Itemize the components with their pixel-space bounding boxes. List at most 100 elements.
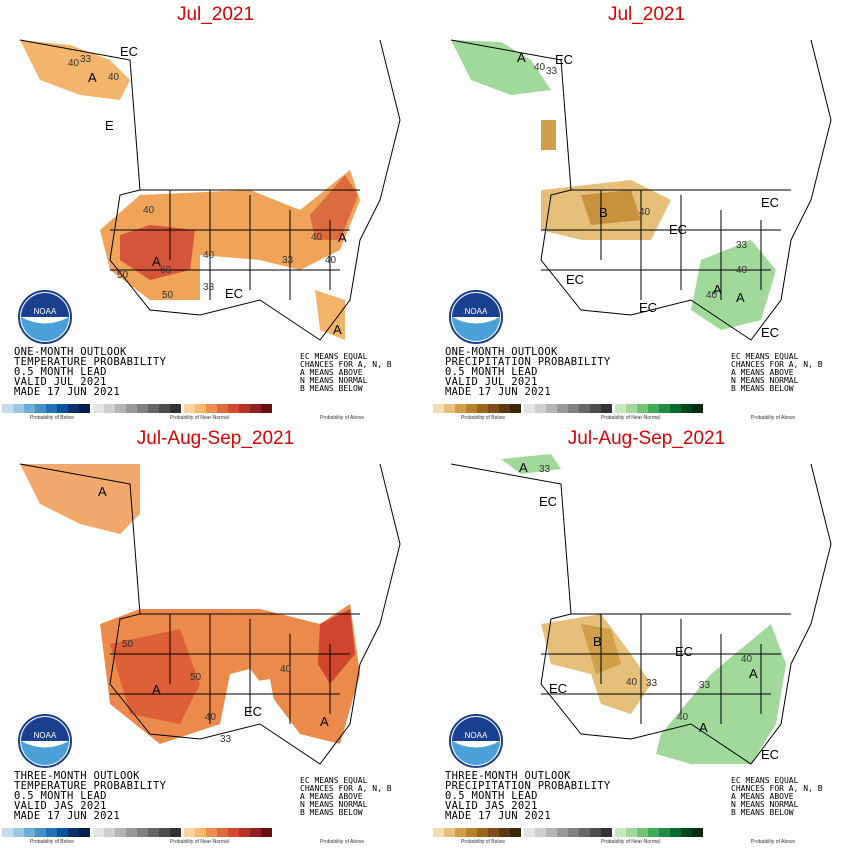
above-label: A <box>713 282 722 297</box>
probability-colorbar <box>433 404 860 413</box>
caption-near: Probability of Near-Normal <box>601 415 660 421</box>
above-label: A <box>333 322 342 337</box>
above-label: A <box>338 230 347 245</box>
northeast-core-area <box>318 609 355 684</box>
colorbar-swatch <box>2 404 13 413</box>
ec-label: EC <box>566 272 585 287</box>
colorbar-swatch <box>239 404 250 413</box>
country-outlines <box>450 463 832 765</box>
colorbar-swatch <box>195 828 206 837</box>
colorbar-swatch <box>681 828 692 837</box>
north-america-map <box>19 39 401 341</box>
colorbar-swatch <box>228 404 239 413</box>
colorbar-swatch <box>433 828 444 837</box>
colorbar-swatch <box>648 404 659 413</box>
colorbar-swatch <box>637 828 648 837</box>
colorbar-swatch <box>159 828 170 837</box>
caption-near: Probability of Near-Normal <box>170 415 229 421</box>
colorbar-swatch <box>626 828 637 837</box>
contour-label: 33 <box>546 66 558 77</box>
alaska-above-area <box>501 454 561 474</box>
contour-label: 33 <box>646 678 658 689</box>
outlook-description: THREE-MONTH OUTLOOK TEMPERATURE PROBABIL… <box>14 770 167 822</box>
colorbar-swatch <box>579 828 590 837</box>
panel-jul-precipitation: Jul_2021 A 40 33 EC B 40 EC EC EC EC 33 … <box>431 0 862 424</box>
ec-label: EC <box>639 300 658 315</box>
colorbar-swatch <box>590 828 601 837</box>
panel-title: Jul_2021 <box>176 4 255 25</box>
country-outlines <box>450 39 832 341</box>
colorbar-swatch <box>159 404 170 413</box>
colorbar-swatch <box>228 828 239 837</box>
caption-below: Probability of Below <box>30 839 74 845</box>
colorbar-below <box>2 828 90 837</box>
contour-label: 33 <box>539 464 551 475</box>
above-label: A <box>320 714 329 729</box>
ec-label: EC <box>669 222 688 237</box>
ec-label: EC <box>244 704 263 719</box>
below-label: B <box>593 634 602 649</box>
alaska-above-area <box>451 40 551 95</box>
noaa-logo-text: NOAA <box>465 307 488 316</box>
colorbar-swatch <box>184 404 195 413</box>
colorbar-swatch <box>2 828 13 837</box>
contour-label: 40 <box>280 664 292 675</box>
pacific-below-area <box>541 120 556 150</box>
colorbar-swatch <box>601 404 612 413</box>
north-america-map <box>450 454 832 765</box>
contour-label: 50 <box>117 270 129 281</box>
contour-label: 40 <box>108 72 120 83</box>
caption-below: Probability of Below <box>461 415 505 421</box>
colorbar-swatch <box>692 404 703 413</box>
north-plains-core-area <box>581 190 641 225</box>
contour-label: 33 <box>699 680 711 691</box>
colorbar-near <box>93 828 181 837</box>
ec-legend: EC MEANS EQUAL CHANCES FOR A, N, B A MEA… <box>731 776 823 817</box>
colorbar-above <box>615 404 703 413</box>
ec-legend: EC MEANS EQUAL CHANCES FOR A, N, B A MEA… <box>300 776 392 817</box>
above-label: A <box>749 666 758 681</box>
contour-label: 40 <box>741 654 753 665</box>
colorbar-swatch <box>692 828 703 837</box>
outlook-description: ONE-MONTH OUTLOOK PRECIPITATION PROBABIL… <box>445 346 611 398</box>
west-core-above-area <box>120 225 195 280</box>
colorbar-swatch <box>535 404 546 413</box>
contour-label: 40 <box>677 712 689 723</box>
colorbar-swatch <box>670 828 681 837</box>
colorbar-swatch <box>524 828 535 837</box>
panel-jas-precipitation: Jul-Aug-Sep_2021 A 33 EC B EC EC 40 33 4… <box>431 424 862 848</box>
colorbar-swatch <box>477 828 488 837</box>
colorbar-swatch <box>510 404 521 413</box>
colorbar-swatch <box>261 404 272 413</box>
colorbar-swatch <box>195 404 206 413</box>
above-label: A <box>699 720 708 735</box>
ec-label: EC <box>539 494 558 509</box>
colorbar-swatch <box>79 828 90 837</box>
e-label: E <box>105 118 114 133</box>
above-label: A <box>152 682 161 697</box>
below-label: B <box>599 205 608 220</box>
colorbar-below <box>433 404 521 413</box>
above-label: A <box>88 70 97 85</box>
west-core-above-area <box>110 629 200 724</box>
colorbar-swatch <box>206 404 217 413</box>
colorbar-swatch <box>590 404 601 413</box>
colorbar-swatch <box>615 404 626 413</box>
colorbar-swatch <box>126 828 137 837</box>
colorbar-swatch <box>206 828 217 837</box>
colorbar-below <box>2 404 90 413</box>
colorbar-swatch <box>24 404 35 413</box>
contour-label: 40 <box>205 712 217 723</box>
ec-legend: EC MEANS EQUAL CHANCES FOR A, N, B A MEA… <box>731 352 823 393</box>
colorbar-swatch <box>137 828 148 837</box>
colorbar-swatch <box>250 828 261 837</box>
caption-above: Probability of Above <box>751 415 796 421</box>
colorbar-swatch <box>13 828 24 837</box>
colorbar-swatch <box>499 404 510 413</box>
colorbar-swatch <box>637 404 648 413</box>
above-label: A <box>517 50 526 65</box>
caption-below: Probability of Below <box>30 415 74 421</box>
noaa-logo-text: NOAA <box>34 307 57 316</box>
panel-title: Jul-Aug-Sep_2021 <box>136 428 295 449</box>
colorbar-swatch <box>93 404 104 413</box>
